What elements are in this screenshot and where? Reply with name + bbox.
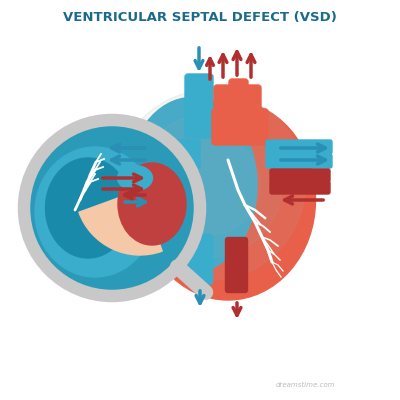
FancyBboxPatch shape (138, 140, 200, 154)
FancyBboxPatch shape (243, 85, 261, 133)
Ellipse shape (118, 166, 152, 190)
Circle shape (115, 90, 305, 280)
Circle shape (138, 113, 282, 257)
FancyBboxPatch shape (138, 181, 194, 194)
FancyBboxPatch shape (226, 238, 248, 292)
FancyBboxPatch shape (266, 140, 332, 154)
FancyBboxPatch shape (138, 169, 194, 182)
FancyBboxPatch shape (270, 169, 330, 182)
Ellipse shape (127, 98, 257, 272)
FancyBboxPatch shape (185, 74, 213, 138)
FancyBboxPatch shape (229, 79, 248, 131)
Circle shape (24, 120, 200, 296)
FancyBboxPatch shape (188, 234, 212, 284)
FancyBboxPatch shape (212, 109, 268, 145)
Circle shape (160, 135, 260, 235)
FancyBboxPatch shape (266, 154, 332, 168)
FancyBboxPatch shape (214, 85, 234, 133)
Ellipse shape (118, 163, 186, 245)
Text: VENTRICULAR SEPTAL DEFECT (VSD): VENTRICULAR SEPTAL DEFECT (VSD) (63, 12, 337, 24)
Ellipse shape (35, 147, 155, 277)
Wedge shape (79, 190, 162, 255)
FancyBboxPatch shape (138, 154, 200, 168)
Text: dreamstime.com: dreamstime.com (275, 382, 335, 388)
FancyBboxPatch shape (270, 181, 330, 194)
Ellipse shape (140, 100, 316, 300)
Ellipse shape (46, 158, 130, 258)
